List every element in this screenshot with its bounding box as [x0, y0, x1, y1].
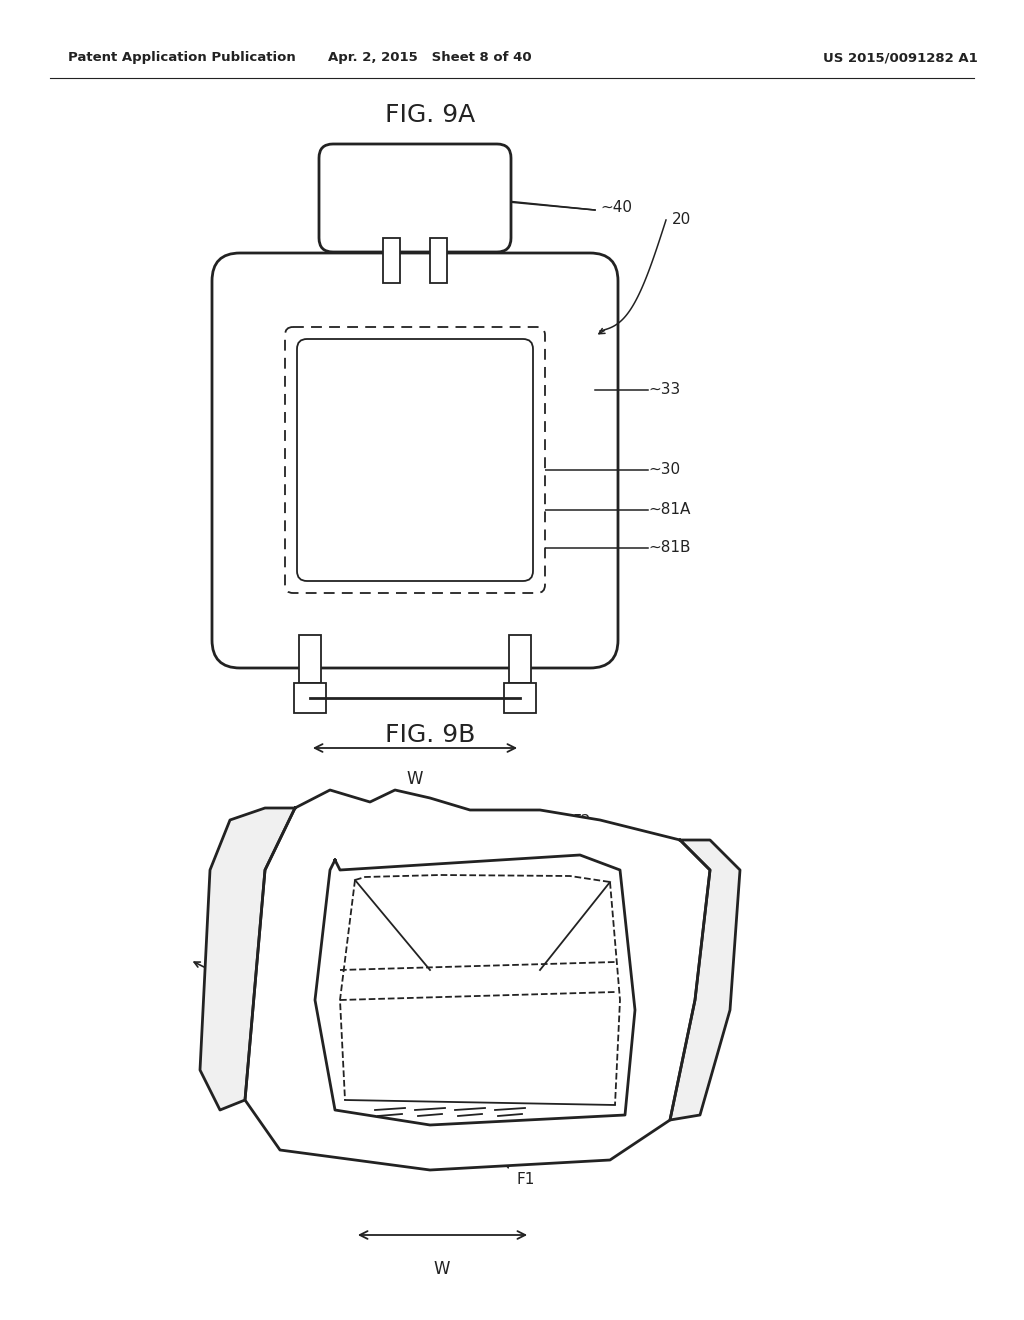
- Text: W: W: [407, 770, 423, 788]
- Text: F2: F2: [572, 814, 591, 829]
- Text: F: F: [245, 942, 254, 957]
- Polygon shape: [245, 789, 710, 1170]
- Bar: [299, 635, 321, 682]
- Bar: [504, 682, 536, 713]
- Bar: [383, 238, 400, 282]
- Text: ∼81A: ∼81A: [648, 503, 690, 517]
- Text: FIG. 9B: FIG. 9B: [385, 723, 475, 747]
- Text: Apr. 2, 2015   Sheet 8 of 40: Apr. 2, 2015 Sheet 8 of 40: [328, 51, 531, 65]
- Polygon shape: [670, 840, 740, 1119]
- Text: F1: F1: [516, 1172, 535, 1188]
- Polygon shape: [200, 808, 295, 1110]
- FancyBboxPatch shape: [297, 339, 534, 581]
- Text: ∼81B: ∼81B: [685, 1015, 727, 1031]
- Bar: [294, 682, 326, 713]
- FancyBboxPatch shape: [285, 327, 545, 593]
- FancyBboxPatch shape: [212, 253, 618, 668]
- Text: ∼81A: ∼81A: [685, 970, 727, 986]
- Text: ∼40: ∼40: [600, 201, 632, 215]
- Text: ∼33: ∼33: [648, 383, 680, 397]
- Text: ∼81B: ∼81B: [648, 540, 690, 556]
- FancyBboxPatch shape: [319, 144, 511, 252]
- Text: FIG. 9A: FIG. 9A: [385, 103, 475, 127]
- Text: Patent Application Publication: Patent Application Publication: [68, 51, 296, 65]
- Bar: [509, 635, 531, 682]
- Text: ∼30: ∼30: [648, 462, 680, 478]
- Text: 20: 20: [672, 213, 691, 227]
- Text: US 2015/0091282 A1: US 2015/0091282 A1: [822, 51, 977, 65]
- Text: W: W: [434, 1261, 451, 1278]
- Bar: [430, 238, 447, 282]
- Polygon shape: [315, 855, 635, 1125]
